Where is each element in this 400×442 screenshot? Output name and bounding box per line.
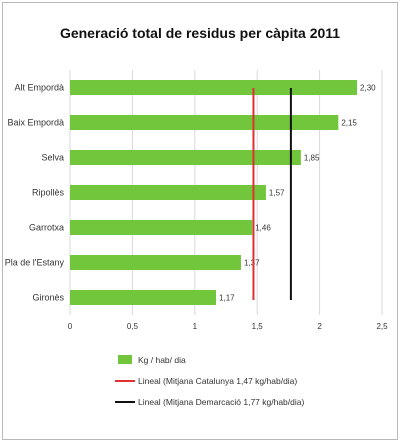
value-label: 1,17 (219, 294, 235, 303)
category-label: Ripollès (32, 188, 65, 198)
bar (70, 80, 358, 95)
x-tick-label: 0 (68, 322, 73, 331)
x-tick-label: 2 (317, 322, 322, 331)
x-tick-labels: 0 0,5 1 1,5 2 2,5 (68, 322, 388, 331)
category-label: Garrotxa (29, 223, 64, 233)
bar (70, 220, 253, 235)
legend-label: Lineal (Mitjana Demarcació 1,77 kg/hab/d… (138, 397, 304, 407)
legend-label: Lineal (Mitjana Catalunya 1,47 kg/hab/di… (138, 376, 297, 386)
value-label: 2,30 (360, 84, 376, 93)
legend-label: Kg / hab/ dia (138, 355, 186, 365)
category-label: Pla de l'Estany (5, 258, 65, 268)
category-labels: Alt Empordà Baix Empordà Selva Ripollès Garr… (5, 83, 65, 303)
chart-title: Generació total de residus per càpita 20… (60, 25, 340, 41)
bar (70, 255, 241, 270)
bar (70, 290, 217, 305)
x-tick-label: 1 (193, 322, 198, 331)
bar (70, 185, 266, 200)
bar (70, 150, 301, 165)
value-label: 1,85 (304, 154, 320, 163)
bars: 2,30 2,15 1,85 1,57 1,46 1,37 1,17 (70, 80, 376, 305)
value-label: 1,37 (244, 259, 260, 268)
category-label: Selva (41, 153, 64, 163)
legend: Kg / hab/ dia Lineal (Mitjana Catalunya 1… (115, 355, 304, 407)
bar (70, 115, 339, 130)
category-label: Gironès (32, 293, 64, 303)
reference-lines (252, 88, 292, 300)
category-label: Alt Empordà (14, 83, 64, 93)
x-tick-label: 1,5 (252, 322, 264, 331)
category-label: Baix Empordà (7, 118, 64, 128)
value-label: 1,46 (255, 224, 271, 233)
legend-swatch (118, 355, 132, 364)
value-label: 1,57 (269, 189, 285, 198)
value-label: 2,15 (341, 119, 357, 128)
x-tick-label: 0,5 (127, 322, 139, 331)
gridlines (69, 70, 383, 315)
x-tick-label: 2,5 (376, 322, 388, 331)
